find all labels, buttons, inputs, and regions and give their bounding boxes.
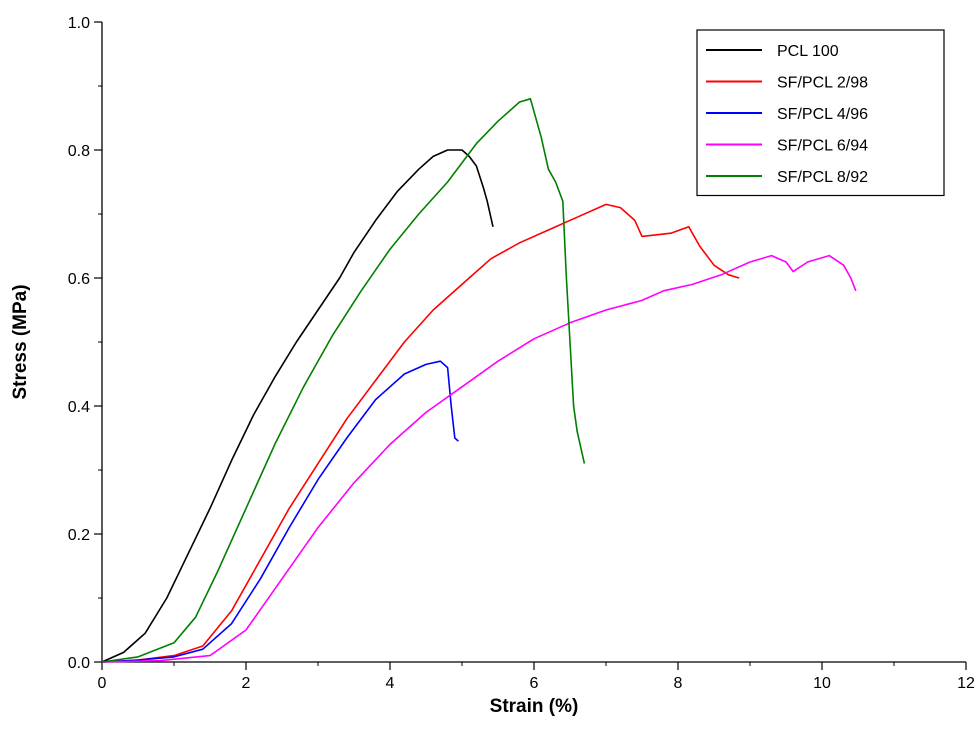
tick-labels: 0 2 4 6 8 10 12 0.0 0.2 0.4 0.6 0.8 1.0: [68, 15, 975, 692]
y-axis-title: Stress (MPa): [10, 284, 31, 399]
y-tick-label: 0.6: [68, 271, 90, 288]
series-line-5: [101, 98, 586, 663]
legend-label: SF/PCL 4/96: [777, 106, 868, 123]
x-tick-label: 0: [98, 675, 107, 692]
series-line-3: [101, 360, 459, 663]
y-tick-label: 0.0: [68, 655, 90, 672]
axes: [94, 21, 967, 670]
x-tick-label: 2: [242, 675, 251, 692]
x-tick-label: 8: [674, 675, 683, 692]
x-axis-title: Strain (%): [490, 696, 579, 717]
legend-label: SF/PCL 6/94: [777, 138, 868, 155]
series-line-1: [101, 149, 494, 663]
y-tick-label: 1.0: [68, 15, 90, 32]
series-line-4: [101, 254, 857, 663]
legend-label: SF/PCL 2/98: [777, 75, 868, 92]
legend-label: SF/PCL 8/92: [777, 169, 868, 186]
x-tick-label: 6: [530, 675, 539, 692]
x-tick-label: 12: [957, 675, 975, 692]
x-tick-label: 10: [813, 675, 831, 692]
series-lines: [101, 98, 857, 663]
x-tick-label: 4: [386, 675, 395, 692]
y-tick-label: 0.4: [68, 399, 90, 416]
series-line-2: [101, 203, 740, 663]
y-tick-label: 0.2: [68, 527, 90, 544]
legend: PCL 100 SF/PCL 2/98 SF/PCL 4/96 SF/PCL 6/94…: [696, 29, 945, 197]
y-tick-label: 0.8: [68, 143, 90, 160]
legend-label: PCL 100: [777, 43, 839, 60]
